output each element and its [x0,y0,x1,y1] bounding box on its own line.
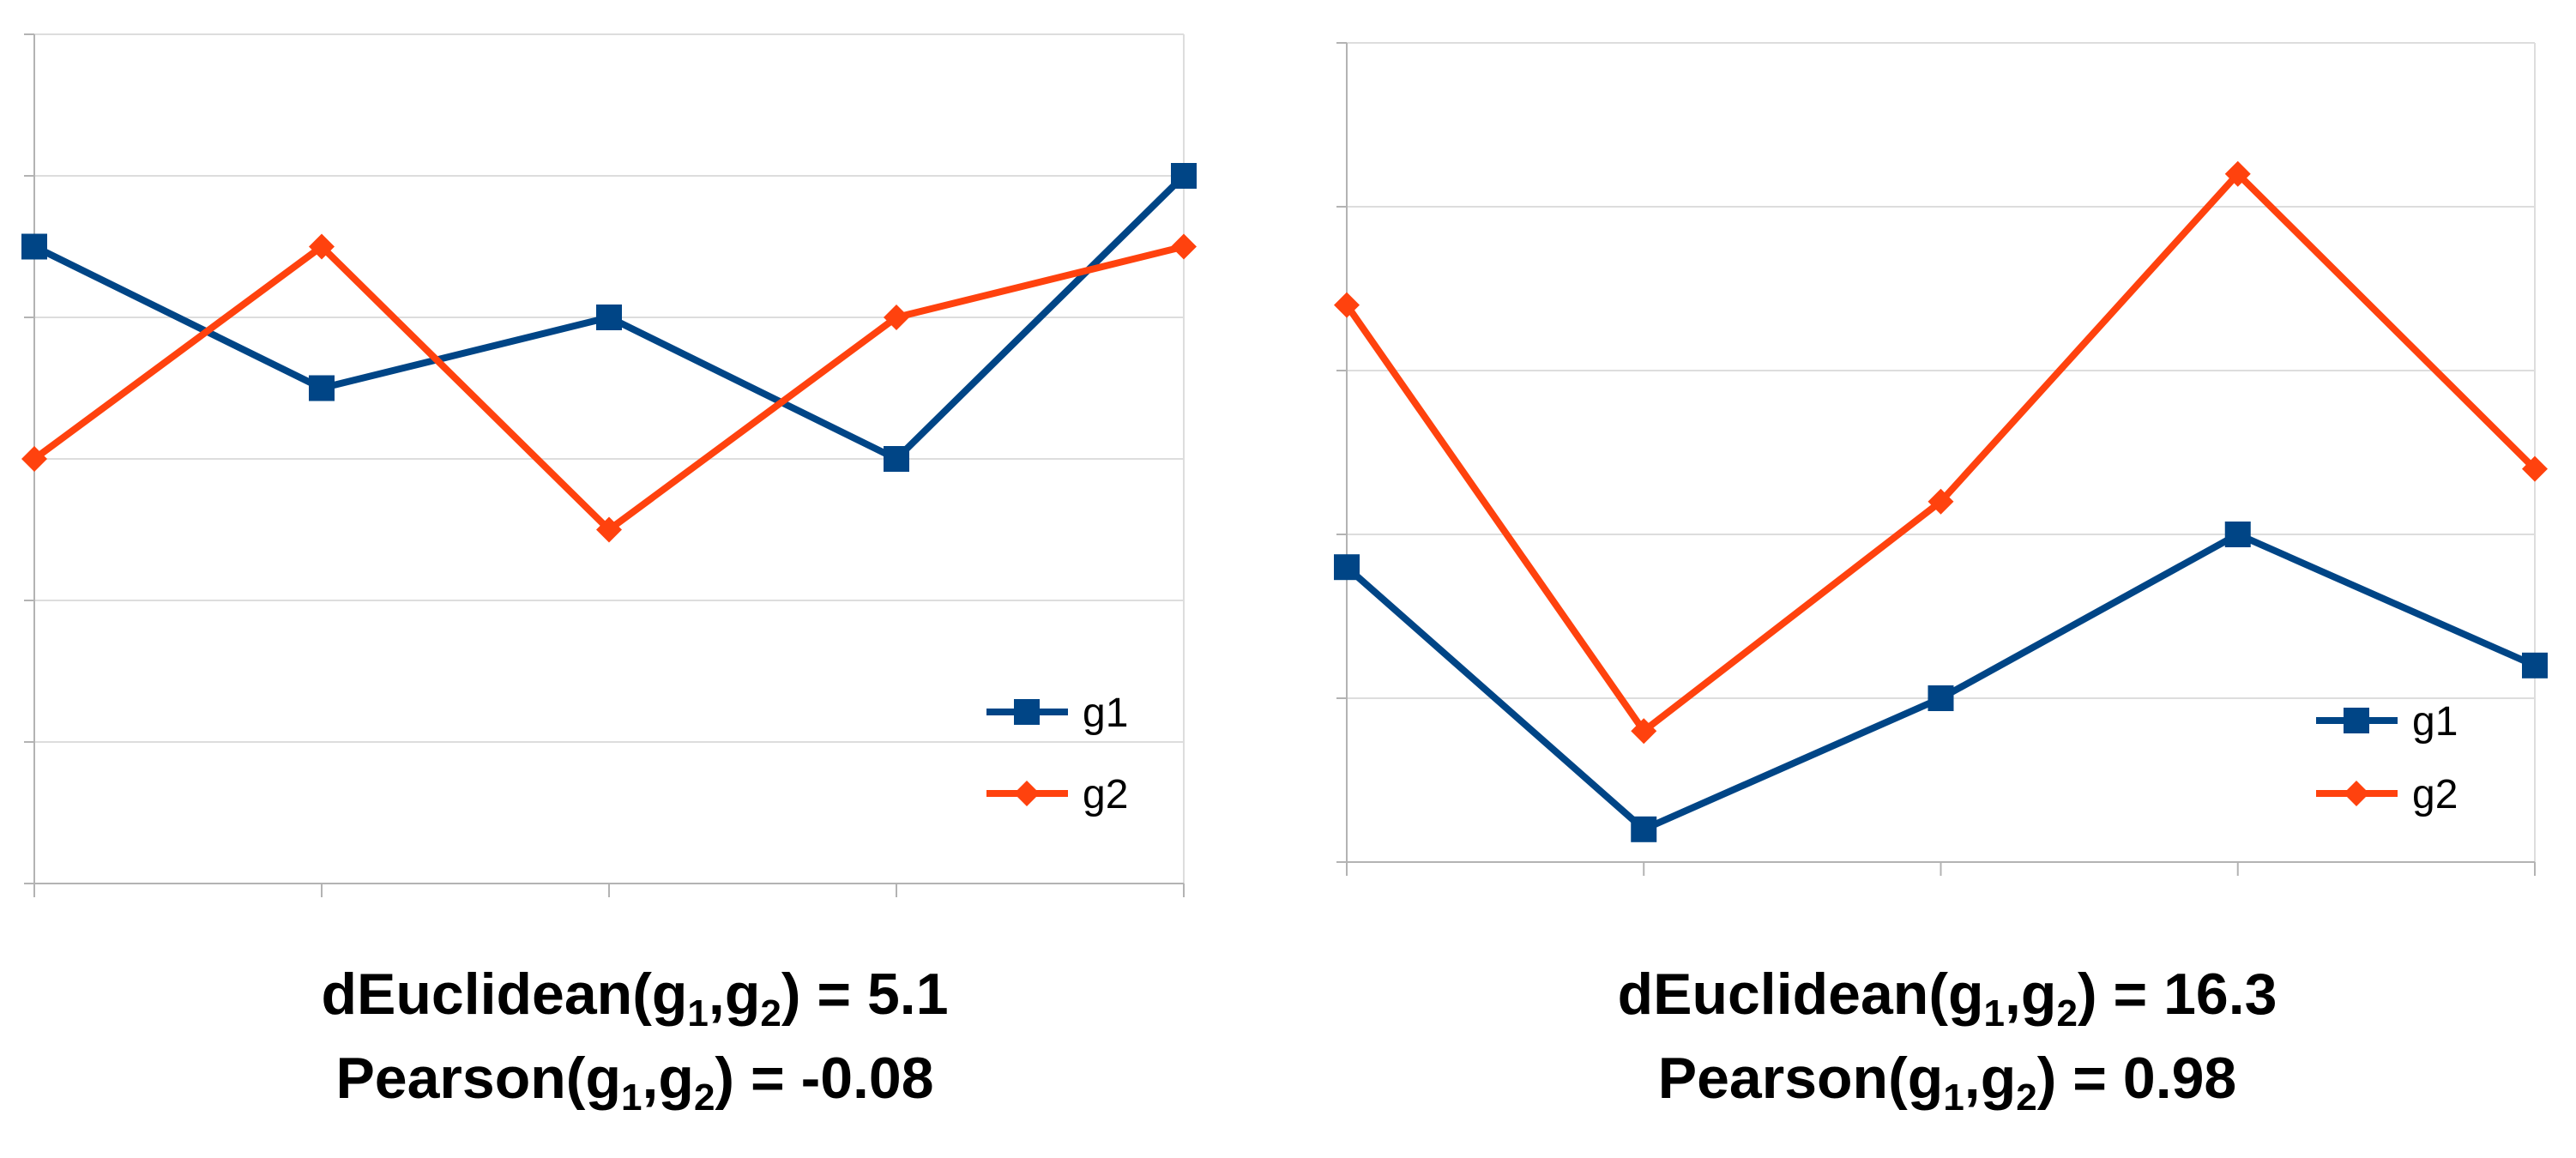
data-point-g1 [596,305,622,330]
subscript: 1 [1943,1077,1964,1119]
data-point-g1 [884,446,909,472]
subscript: 1 [687,992,709,1034]
var-label: g [1980,1046,2017,1111]
data-point-g1 [2522,652,2548,679]
subscript: 2 [760,992,781,1034]
metric-name: dEuclidean [1617,962,1929,1027]
subscript: 1 [621,1077,642,1119]
legend-label-g1: g1 [2412,699,2458,745]
series-line-g2 [1343,169,2537,736]
data-point-g1 [21,233,47,260]
legend-label-g2: g2 [1083,772,1128,817]
legend-label-g1: g1 [1083,691,1128,736]
metric-value: -0.08 [800,1046,934,1111]
data-point-g2 [1631,718,1657,745]
var-label: g [724,962,761,1027]
data-point-g1 [309,375,335,401]
data-point-g2 [884,305,909,330]
subscript: 2 [2016,1077,2037,1119]
subscript: 1 [1983,992,2005,1034]
metric-name: Pearson [335,1046,566,1111]
metric-name: Pearson [1657,1046,1889,1111]
data-point-g1 [1171,163,1197,189]
legend: g1 g2 [2316,699,2458,817]
metric-value: 16.3 [2163,962,2277,1027]
var-label: g [1907,1046,1944,1111]
var-label: g [585,1046,621,1111]
caption-right-euclidean: dEuclidean(g1,g2) = 16.3 [1617,962,2277,1034]
metric-value: 0.98 [2122,1046,2237,1111]
legend-marker-g1 [2344,708,2369,733]
subscript: 2 [693,1077,715,1119]
data-point-g2 [596,516,622,543]
data-point-g2 [21,446,47,472]
var-label: g [2020,962,2057,1027]
metric-value: 5.1 [866,962,949,1027]
legend: g1 g2 [986,691,1128,817]
data-point-g1 [2224,522,2251,547]
legend-marker-g2 [1014,781,1040,806]
caption-right: dEuclidean(g1,g2) = 16.3 Pearson(g1,g2) … [1347,962,2548,1119]
metric-name: dEuclidean [321,962,633,1027]
legend-marker-g2 [2344,781,2369,806]
var-label: g [651,962,688,1027]
data-point-g1 [1631,816,1657,842]
data-point-g2 [1334,292,1360,318]
data-point-g2 [1927,488,1954,515]
caption-right-pearson: Pearson(g1,g2) = 0.98 [1657,1046,2237,1119]
legend-marker-g1 [1014,699,1040,725]
data-point-g2 [309,233,335,260]
subscript: 2 [2056,992,2078,1034]
caption-left-euclidean: dEuclidean(g1,g2) = 5.1 [321,962,949,1034]
data-point-g1 [1334,554,1360,581]
var-label: g [658,1046,694,1111]
caption-left: dEuclidean(g1,g2) = 5.1 Pearson(g1,g2) =… [34,962,1235,1119]
var-label: g [1947,962,1984,1027]
legend-label-g2: g2 [2412,772,2458,817]
data-point-g2 [1171,233,1197,260]
data-point-g2 [2522,455,2548,482]
data-point-g2 [2224,160,2251,187]
caption-left-pearson: Pearson(g1,g2) = -0.08 [335,1046,934,1119]
data-point-g1 [1927,685,1954,711]
